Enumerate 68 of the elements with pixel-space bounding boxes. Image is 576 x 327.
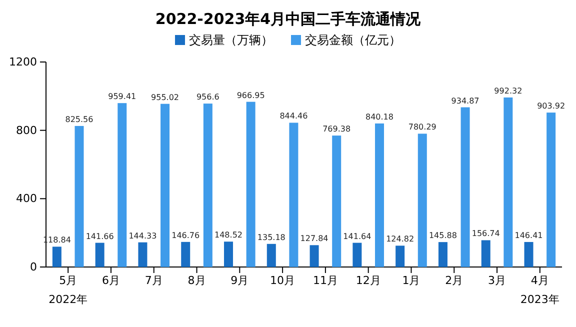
x-tick-label: 9月 bbox=[230, 274, 249, 287]
data-label: 156.74 bbox=[472, 229, 500, 238]
y-tick-label: 0 bbox=[30, 260, 37, 274]
data-label: 146.41 bbox=[514, 230, 543, 240]
bar bbox=[224, 242, 234, 267]
bar bbox=[74, 126, 84, 267]
bar bbox=[524, 242, 534, 267]
x-tick-label: 12月 bbox=[356, 274, 381, 287]
data-label: 992.32 bbox=[494, 86, 522, 96]
bar bbox=[95, 242, 104, 267]
bar bbox=[481, 240, 490, 267]
data-label: 141.66 bbox=[86, 232, 114, 241]
data-label: 959.41 bbox=[108, 92, 136, 102]
bar bbox=[181, 242, 190, 267]
bar bbox=[310, 245, 319, 267]
data-label: 769.38 bbox=[322, 124, 351, 134]
legend-label: 交易金额（亿元） bbox=[305, 33, 401, 47]
data-label: 141.64 bbox=[343, 232, 372, 241]
text: 2022年 bbox=[48, 293, 88, 306]
x-tick-label: 10月 bbox=[270, 274, 296, 287]
bar bbox=[546, 112, 556, 267]
x-tick-label: 8月 bbox=[188, 274, 206, 287]
data-label: 903.92 bbox=[537, 102, 566, 111]
bar bbox=[504, 97, 513, 267]
bar bbox=[118, 103, 127, 267]
x-tick-label: 3月 bbox=[488, 274, 506, 287]
chart-title: 2022-2023年4月中国二手车流通情况 bbox=[155, 10, 422, 28]
y-tick-label: 400 bbox=[16, 192, 37, 206]
data-label: 144.33 bbox=[128, 231, 157, 240]
bar bbox=[266, 244, 276, 267]
data-label: 145.88 bbox=[428, 231, 457, 240]
bar bbox=[374, 123, 384, 267]
data-label: 956.6 bbox=[196, 92, 220, 102]
x-tick-label: 4月 bbox=[530, 274, 549, 287]
bar bbox=[160, 104, 170, 267]
bar bbox=[460, 107, 470, 267]
data-label: 966.95 bbox=[236, 90, 265, 100]
bar bbox=[52, 246, 62, 267]
data-label: 840.18 bbox=[365, 112, 394, 122]
bar bbox=[438, 242, 448, 267]
bar bbox=[352, 242, 362, 267]
data-label: 127.84 bbox=[300, 234, 328, 244]
y-tick-label: 800 bbox=[16, 124, 37, 137]
data-label: 825.56 bbox=[65, 114, 94, 124]
data-label: 135.18 bbox=[257, 232, 286, 242]
x-tick-label: 2月 bbox=[445, 274, 464, 287]
data-label: 146.76 bbox=[172, 230, 200, 240]
data-label: 934.87 bbox=[451, 96, 480, 106]
bar bbox=[332, 136, 342, 267]
data-label: 780.29 bbox=[408, 122, 436, 132]
bar bbox=[246, 102, 256, 267]
x-tick-label: 6月 bbox=[102, 274, 120, 287]
x-tick-label: 1月 bbox=[402, 274, 420, 287]
bar bbox=[138, 242, 148, 267]
data-label: 124.82 bbox=[386, 234, 414, 244]
x-tick-label: 11月 bbox=[312, 274, 338, 287]
data-label: 148.52 bbox=[214, 230, 243, 240]
bar bbox=[418, 134, 427, 267]
x-tick-label: 5月 bbox=[59, 274, 78, 287]
bar bbox=[289, 122, 298, 267]
bar bbox=[396, 246, 405, 267]
text: 2023年 bbox=[520, 293, 560, 306]
data-label: 955.02 bbox=[151, 92, 180, 102]
bar bbox=[203, 104, 212, 267]
y-tick-label: 1200 bbox=[9, 56, 37, 69]
legend-label: 交易量（万辆） bbox=[189, 33, 273, 47]
x-tick-label: 7月 bbox=[144, 274, 163, 287]
data-label: 844.46 bbox=[280, 112, 308, 121]
